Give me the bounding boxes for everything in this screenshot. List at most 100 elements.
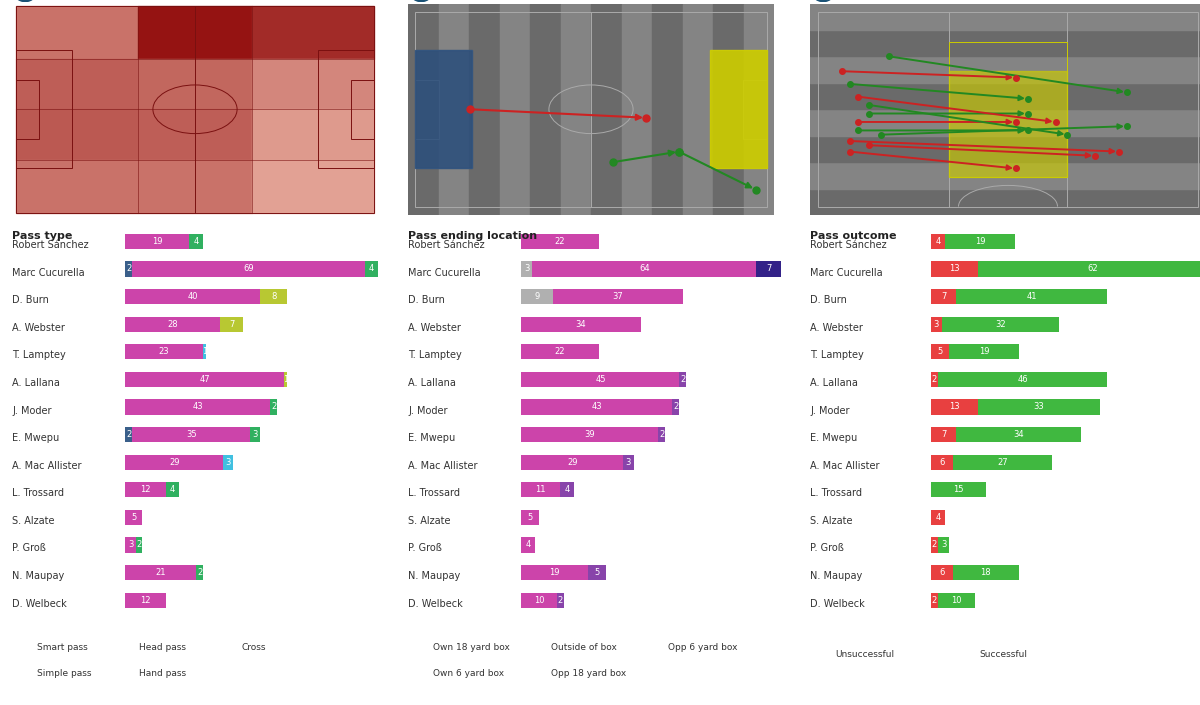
Text: 3: 3: [941, 541, 947, 549]
Bar: [438, 4, 469, 215]
Text: D. Burn: D. Burn: [810, 295, 847, 305]
Text: 28: 28: [167, 319, 178, 329]
Text: 19: 19: [550, 568, 560, 577]
Text: 2: 2: [680, 375, 685, 384]
Text: 47: 47: [199, 375, 210, 384]
Text: Simple pass: Simple pass: [37, 669, 91, 678]
Text: 22: 22: [554, 348, 565, 356]
Text: 18: 18: [980, 568, 991, 577]
Text: 46: 46: [1018, 375, 1028, 384]
Bar: [949, 71, 1068, 177]
Text: 4: 4: [170, 485, 175, 494]
Text: 8: 8: [271, 292, 276, 301]
Text: 35: 35: [186, 430, 197, 439]
Text: 3: 3: [524, 264, 529, 274]
Text: Marc Cucurella: Marc Cucurella: [810, 267, 883, 278]
Text: A. Mac Allister: A. Mac Allister: [408, 460, 478, 471]
Text: Pass type: Pass type: [12, 231, 72, 241]
Bar: [713, 4, 744, 215]
Text: L. Trossard: L. Trossard: [810, 489, 862, 498]
Bar: [415, 80, 439, 139]
Text: 27: 27: [997, 458, 1008, 467]
Text: 4: 4: [193, 237, 199, 246]
Text: Robert Sánchez: Robert Sánchez: [12, 240, 89, 250]
Text: 19: 19: [152, 237, 163, 246]
Text: D. Welbeck: D. Welbeck: [408, 599, 463, 608]
Text: J. Moder: J. Moder: [408, 405, 448, 415]
Text: 2: 2: [659, 430, 665, 439]
Text: 2: 2: [271, 403, 276, 412]
Bar: [810, 162, 1200, 188]
Bar: [683, 4, 713, 215]
Text: 9: 9: [535, 292, 540, 301]
Text: Hand pass: Hand pass: [139, 669, 186, 678]
Bar: [652, 4, 683, 215]
Text: 37: 37: [612, 292, 623, 301]
Text: 64: 64: [638, 264, 649, 274]
Text: 7: 7: [229, 319, 234, 329]
Text: A. Lallana: A. Lallana: [408, 378, 456, 388]
Text: T. Lamptey: T. Lamptey: [408, 350, 462, 360]
Text: S. Alzate: S. Alzate: [810, 516, 852, 526]
Text: 23: 23: [158, 348, 169, 356]
Text: Opp 6 yard box: Opp 6 yard box: [668, 643, 738, 651]
Text: 10: 10: [952, 596, 961, 605]
Text: Pass outcome: Pass outcome: [810, 231, 896, 241]
Text: Outside of box: Outside of box: [551, 643, 617, 651]
Text: E. Mwepu: E. Mwepu: [12, 433, 59, 443]
Bar: [16, 109, 138, 160]
Bar: [710, 50, 767, 168]
Circle shape: [408, 0, 434, 1]
Text: Own 6 yard box: Own 6 yard box: [433, 669, 504, 678]
Text: A. Mac Allister: A. Mac Allister: [810, 460, 880, 471]
Bar: [408, 4, 438, 215]
Text: 2: 2: [126, 264, 132, 274]
Text: P. Groß: P. Groß: [810, 544, 844, 553]
Text: S. Alzate: S. Alzate: [12, 516, 54, 526]
Bar: [949, 42, 1068, 177]
Bar: [16, 6, 138, 59]
Bar: [810, 109, 1200, 135]
Text: P. Groß: P. Groß: [12, 544, 46, 553]
Text: J. Moder: J. Moder: [810, 405, 850, 415]
Text: 12: 12: [140, 596, 151, 605]
Text: 3: 3: [128, 541, 133, 549]
Text: 22: 22: [554, 237, 565, 246]
Bar: [560, 4, 592, 215]
Text: A. Lallana: A. Lallana: [810, 378, 858, 388]
Text: 3: 3: [625, 458, 631, 467]
Text: 2: 2: [932, 596, 937, 605]
Bar: [138, 6, 252, 59]
Text: A. Mac Allister: A. Mac Allister: [12, 460, 82, 471]
Text: 3: 3: [252, 430, 258, 439]
Text: 7: 7: [941, 430, 947, 439]
Text: 69: 69: [244, 264, 253, 274]
Text: J. Moder: J. Moder: [12, 405, 52, 415]
Text: 4: 4: [564, 485, 570, 494]
Text: 10: 10: [534, 596, 545, 605]
Text: 21: 21: [156, 568, 166, 577]
Text: E. Mwepu: E. Mwepu: [810, 433, 857, 443]
Text: Marc Cucurella: Marc Cucurella: [408, 267, 481, 278]
Bar: [499, 4, 530, 215]
Text: 4: 4: [936, 237, 941, 246]
Text: 43: 43: [192, 403, 203, 412]
Text: D. Burn: D. Burn: [408, 295, 445, 305]
Text: Unsuccessful: Unsuccessful: [835, 650, 894, 658]
Bar: [810, 56, 1200, 82]
Text: Robert Sánchez: Robert Sánchez: [810, 240, 887, 250]
Text: 2: 2: [197, 568, 202, 577]
Text: 41: 41: [1026, 292, 1037, 301]
Text: 4: 4: [526, 541, 532, 549]
Text: Own 18 yard box: Own 18 yard box: [433, 643, 510, 651]
Text: 19: 19: [979, 348, 989, 356]
Text: A. Webster: A. Webster: [12, 323, 65, 333]
Text: Robert Sánchez: Robert Sánchez: [408, 240, 485, 250]
Text: D. Welbeck: D. Welbeck: [810, 599, 865, 608]
Text: 62: 62: [1087, 264, 1098, 274]
Text: 43: 43: [592, 403, 602, 412]
Text: 34: 34: [576, 319, 587, 329]
Text: Cross: Cross: [241, 643, 265, 651]
Text: D. Burn: D. Burn: [12, 295, 49, 305]
Text: 5: 5: [528, 513, 533, 522]
